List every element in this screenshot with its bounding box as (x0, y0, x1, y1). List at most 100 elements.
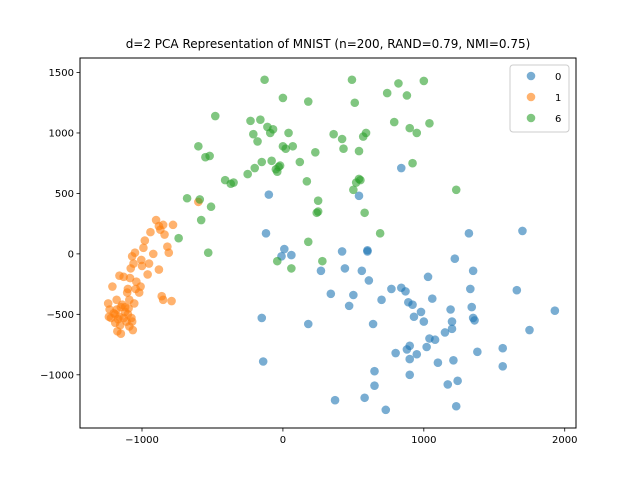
point-0-44 (430, 335, 440, 345)
point-1-38 (137, 261, 147, 271)
point-1-50 (158, 295, 168, 305)
point-0-63 (498, 362, 508, 371)
point-6-29 (275, 161, 285, 170)
point-6-0 (174, 233, 183, 243)
point-6-15 (249, 129, 258, 139)
point-0-67 (550, 306, 560, 316)
point-1-21 (123, 284, 133, 294)
point-6-66 (425, 118, 434, 128)
point-1-3 (108, 282, 117, 291)
point-0-66 (525, 325, 534, 335)
x-tick-label: 2000 (552, 435, 577, 446)
point-6-18 (256, 115, 265, 124)
point-0-57 (467, 302, 477, 312)
point-6-61 (402, 91, 412, 100)
point-0-46 (440, 328, 450, 337)
point-0-9 (330, 395, 340, 405)
point-6-40 (311, 148, 320, 157)
y-tick-label: 1000 (49, 128, 74, 139)
point-1-29 (128, 325, 138, 335)
point-0-48 (446, 305, 455, 314)
point-0-8 (326, 289, 336, 299)
legend-marker-6 (526, 113, 536, 123)
point-6-48 (349, 185, 358, 195)
point-6-42 (313, 196, 323, 205)
point-1-62 (127, 317, 137, 326)
point-6-33 (284, 128, 293, 138)
point-0-40 (422, 342, 431, 352)
x-tick-label: −1000 (125, 435, 159, 446)
point-6-36 (295, 157, 305, 167)
point-6-59 (389, 117, 399, 127)
plot-frame (79, 57, 577, 429)
point-1-61 (125, 295, 134, 305)
point-6-38 (303, 97, 313, 106)
point-6-13 (243, 169, 252, 179)
point-1-42 (144, 259, 154, 268)
point-0-54 (453, 376, 462, 386)
point-0-5 (280, 244, 289, 254)
point-0-23 (377, 295, 386, 305)
point-1-12 (115, 320, 125, 330)
point-6-47 (347, 75, 357, 85)
legend-label-0: 0 (555, 72, 561, 83)
y-tick-label: −1000 (40, 370, 74, 381)
point-0-35 (408, 300, 417, 309)
legend-marker-1 (526, 92, 536, 102)
point-0-0 (264, 190, 274, 199)
point-6-17 (253, 137, 262, 146)
point-1-39 (139, 243, 148, 253)
point-0-41 (423, 272, 433, 282)
legend-label-1: 1 (555, 93, 561, 104)
point-0-2 (257, 313, 267, 323)
x-tick-label: 1000 (411, 435, 436, 446)
point-6-43 (313, 207, 323, 216)
point-0-16 (360, 393, 369, 403)
point-6-3 (195, 195, 205, 204)
point-0-6 (287, 250, 296, 260)
point-0-60 (470, 316, 479, 325)
point-6-23 (267, 156, 276, 166)
point-6-67 (451, 185, 461, 195)
point-0-18 (363, 247, 372, 256)
point-6-65 (419, 76, 429, 86)
point-1-51 (158, 220, 168, 230)
point-0-64 (512, 285, 522, 295)
point-1-58 (104, 312, 114, 322)
points-layer (103, 75, 560, 415)
point-0-43 (427, 294, 437, 303)
point-0-24 (381, 405, 391, 415)
point-6-45 (337, 134, 347, 144)
point-6-1 (182, 193, 192, 203)
point-1-43 (146, 227, 155, 237)
point-0-51 (449, 355, 458, 365)
point-0-33 (405, 370, 415, 380)
point-6-55 (360, 208, 369, 218)
point-6-57 (375, 229, 385, 238)
point-0-25 (387, 284, 396, 294)
y-tick-label: 0 (68, 249, 74, 260)
point-6-37 (302, 177, 312, 186)
point-0-3 (258, 357, 268, 366)
point-6-2 (194, 141, 203, 151)
point-0-7 (316, 266, 326, 276)
point-6-14 (246, 116, 255, 126)
point-1-55 (167, 296, 176, 306)
point-0-32 (405, 354, 415, 364)
x-axis: −1000 0 1000 2000 (125, 428, 577, 446)
point-0-68 (303, 319, 313, 329)
point-0-29 (401, 287, 410, 296)
point-0-55 (464, 229, 474, 238)
point-6-53 (356, 175, 365, 185)
point-6-34 (288, 141, 298, 151)
point-6-60 (394, 79, 403, 88)
point-6-8 (206, 202, 216, 212)
x-tick-label: 0 (280, 435, 286, 446)
series-0 (257, 163, 560, 415)
point-0-34 (405, 341, 415, 351)
legend-box (509, 64, 570, 133)
point-1-40 (140, 236, 150, 245)
y-tick-label: 1500 (49, 68, 74, 79)
point-0-52 (450, 254, 460, 264)
